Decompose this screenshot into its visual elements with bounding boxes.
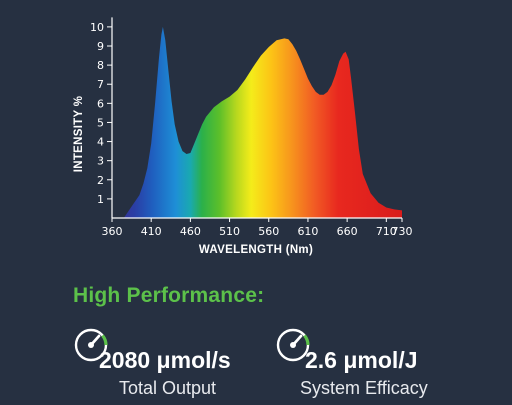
y-axis-title: INTENSITY %: [73, 96, 85, 173]
spectrum-area: [123, 26, 403, 219]
performance-heading: High Performance:: [73, 284, 265, 307]
x-tick-label: 560: [258, 225, 279, 238]
y-tick-label: 6: [97, 97, 104, 110]
y-tick-label: 2: [97, 174, 104, 187]
x-tick-label: 730: [392, 225, 413, 238]
metric-caption: System Efficacy: [300, 378, 428, 398]
y-axis-ticks: 1 2 3 4 5 6 7 8 9 10: [90, 21, 112, 206]
metric-value: 2080 μmol/s: [99, 347, 231, 373]
gauge-icon: [276, 328, 310, 362]
x-tick-label: 660: [337, 225, 358, 238]
x-tick-label: 510: [219, 225, 240, 238]
metric-system-efficacy: 2.6 μmol/J System Efficacy: [275, 326, 475, 404]
x-tick-label: 460: [180, 225, 201, 238]
metric-total-output: 2080 μmol/s Total Output: [73, 326, 273, 404]
x-tick-label: 360: [102, 225, 123, 238]
y-tick-label: 5: [97, 116, 104, 129]
metric-value: 2.6 μmol/J: [305, 347, 418, 373]
x-tick-label: 610: [297, 225, 318, 238]
metric-caption: Total Output: [119, 378, 217, 398]
gauge-icon: [74, 328, 108, 362]
y-tick-label: 10: [90, 21, 104, 34]
x-tick-label: 410: [141, 225, 162, 238]
y-tick-label: 7: [97, 78, 104, 91]
x-tick-label: 710: [376, 225, 397, 238]
y-tick-label: 1: [97, 193, 104, 206]
y-tick-label: 3: [97, 155, 104, 168]
x-axis-title: WAVELENGTH (Nm): [199, 244, 313, 256]
y-tick-label: 9: [97, 40, 104, 53]
y-tick-label: 8: [97, 59, 104, 72]
y-tick-label: 4: [97, 136, 104, 149]
